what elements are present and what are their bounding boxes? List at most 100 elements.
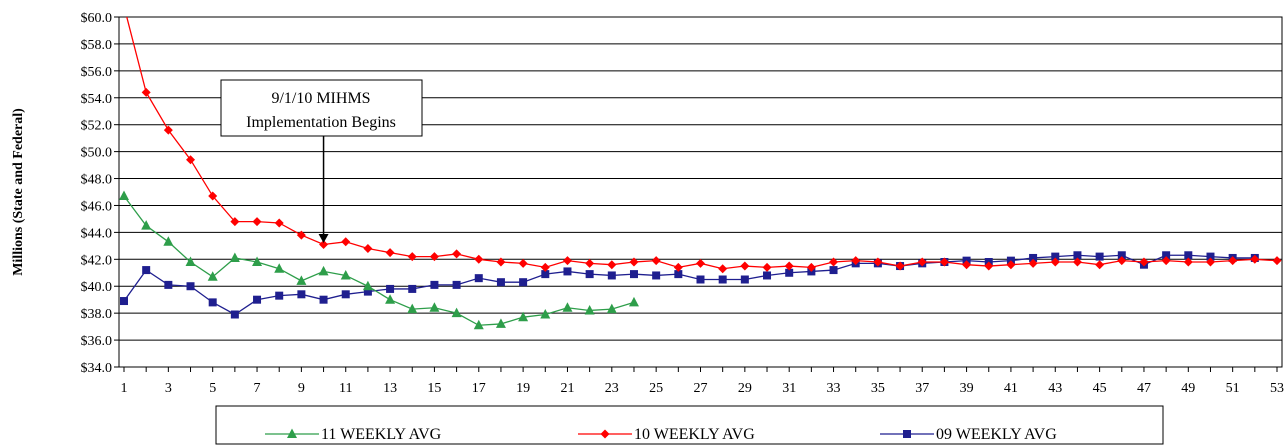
x-tick-label: 3 <box>165 381 172 396</box>
data-point <box>673 262 683 272</box>
legend-box <box>215 405 1164 445</box>
data-point <box>784 261 794 271</box>
legend-marker <box>287 428 297 438</box>
data-point <box>208 191 218 201</box>
data-point <box>563 267 572 276</box>
data-point <box>296 230 306 240</box>
x-tick-label: 1 <box>121 381 128 396</box>
x-tick-label: 39 <box>960 381 974 396</box>
annotation-box <box>220 79 423 137</box>
y-tick-label: $56.0 <box>81 65 113 80</box>
data-point <box>363 244 373 254</box>
data-point <box>341 290 350 299</box>
x-tick-label: 47 <box>1137 381 1151 396</box>
data-point <box>452 249 462 259</box>
data-point <box>385 248 395 258</box>
x-tick-label: 43 <box>1048 381 1062 396</box>
series-line <box>123 254 1255 316</box>
data-point <box>1206 252 1215 261</box>
data-point <box>318 265 329 276</box>
data-point <box>452 280 461 289</box>
data-point <box>362 280 373 291</box>
legend-label: 09 WEEKLY AVG <box>936 426 1057 443</box>
data-point <box>496 257 506 267</box>
data-point <box>829 266 838 275</box>
data-point <box>518 311 529 322</box>
data-point <box>1228 256 1238 266</box>
data-point <box>185 256 196 266</box>
data-point <box>252 256 263 266</box>
data-point <box>274 263 285 273</box>
data-point <box>142 266 151 275</box>
data-point <box>208 298 217 307</box>
data-point <box>120 297 128 306</box>
data-point <box>451 307 462 318</box>
x-axis: 1 3 5 7 9 11 13 15 17 19 21 23 25 27 29 31 33 35 37 39 41 43 4… <box>121 367 1284 396</box>
y-tick-label: $46.0 <box>81 199 113 214</box>
data-point <box>740 275 749 284</box>
series-layer <box>119 17 1282 330</box>
x-tick-label: 31 <box>782 381 796 396</box>
data-point <box>429 302 440 312</box>
data-point <box>1205 257 1215 267</box>
x-tick-label: 9 <box>298 381 305 396</box>
x-tick-label: 45 <box>1093 381 1107 396</box>
data-point <box>629 257 639 267</box>
data-point <box>229 252 240 262</box>
data-point <box>895 261 905 271</box>
data-point <box>407 252 417 262</box>
data-point <box>762 262 772 272</box>
series-11-weekly-avg <box>119 190 639 330</box>
x-tick-label: 19 <box>516 381 530 396</box>
data-point <box>674 270 683 279</box>
data-point <box>763 271 772 280</box>
data-point <box>274 218 284 228</box>
data-point <box>207 271 218 281</box>
y-tick-label: $38.0 <box>81 307 113 322</box>
data-point <box>1139 257 1149 267</box>
x-tick-label: 37 <box>915 381 929 396</box>
data-point <box>562 256 572 266</box>
y-axis: $34.0 $36.0 $38.0 $40.0 $42.0 $44.0 $46.0 $48.0… <box>81 11 119 376</box>
data-point <box>696 258 705 268</box>
data-point <box>341 237 351 247</box>
y-tick-label: $42.0 <box>81 253 113 268</box>
annotation-line-2: Implementation Begins <box>246 114 396 131</box>
x-tick-label: 27 <box>694 381 708 396</box>
data-point <box>1095 252 1104 261</box>
data-point <box>917 257 927 267</box>
data-point <box>1028 258 1038 268</box>
legend: 11 WEEKLY AVG 10 WEEKLY AVG 09 WEEKLY AVG <box>215 405 1164 445</box>
data-point <box>186 282 195 291</box>
data-point <box>518 258 528 268</box>
data-point <box>386 284 395 293</box>
y-tick-label: $50.0 <box>81 146 113 161</box>
data-point <box>253 295 262 304</box>
data-point <box>141 87 151 97</box>
y-tick-label: $34.0 <box>81 361 113 376</box>
data-point <box>474 254 484 264</box>
data-point <box>474 274 483 283</box>
data-point <box>718 275 727 284</box>
data-point <box>652 271 661 280</box>
series-line <box>123 195 635 326</box>
data-point <box>1117 251 1126 260</box>
data-point <box>806 262 816 272</box>
data-point <box>340 269 351 280</box>
data-point <box>607 260 617 270</box>
data-point <box>1117 256 1127 266</box>
data-point <box>429 252 439 262</box>
y-tick-label: $60.0 <box>81 11 113 26</box>
x-tick-label: 17 <box>472 381 486 396</box>
annotation-arrowhead <box>318 234 329 243</box>
data-point <box>651 256 661 266</box>
legend-item: 09 WEEKLY AVG <box>880 426 1057 443</box>
x-tick-label: 15 <box>427 381 441 396</box>
data-point <box>585 258 595 268</box>
data-point <box>696 275 705 284</box>
y-tick-label: $36.0 <box>81 334 113 349</box>
data-point <box>1029 253 1038 262</box>
y-tick-label: $52.0 <box>81 119 113 134</box>
data-point <box>851 256 861 266</box>
data-point <box>230 310 239 319</box>
